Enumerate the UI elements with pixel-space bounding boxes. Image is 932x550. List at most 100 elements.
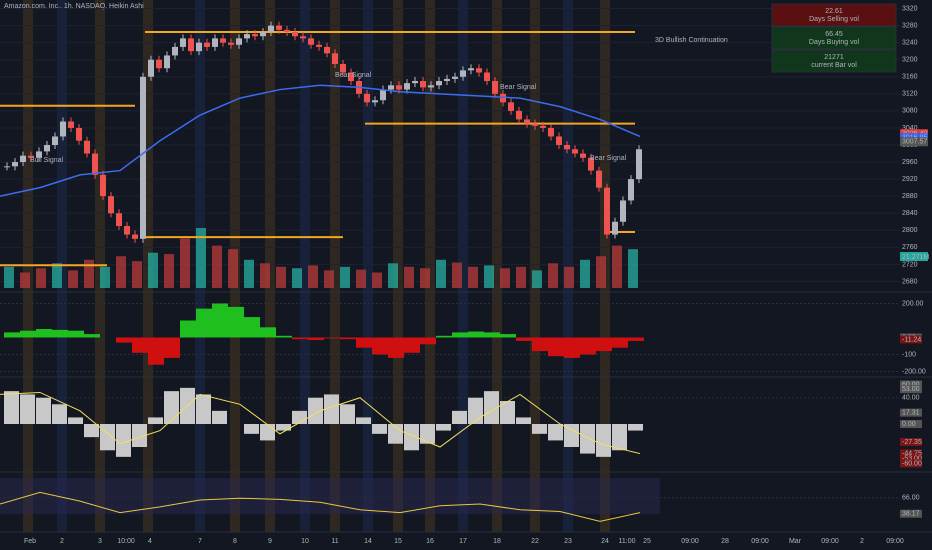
x-tick-label: 25 bbox=[643, 538, 651, 545]
candle bbox=[156, 59, 162, 69]
candle bbox=[28, 155, 34, 158]
candle bbox=[300, 36, 306, 39]
candle bbox=[196, 42, 202, 52]
x-tick-label: 24 bbox=[601, 538, 609, 545]
x-tick-label: 10:00 bbox=[117, 538, 135, 545]
volume-bar bbox=[516, 266, 526, 288]
volume-bar bbox=[292, 268, 302, 288]
x-tick-label: 09:00 bbox=[751, 538, 769, 545]
candle bbox=[12, 162, 18, 167]
session-stripe bbox=[300, 0, 310, 532]
candle bbox=[500, 93, 506, 103]
x-tick-label: 15 bbox=[394, 538, 402, 545]
volume-bar bbox=[420, 268, 430, 288]
annotation: Bear Signal bbox=[500, 84, 537, 91]
x-tick-label: 09:00 bbox=[821, 538, 839, 545]
volume-bar bbox=[116, 256, 126, 288]
info-label: Days Selling vol bbox=[809, 16, 859, 23]
info-label: current Bar vol bbox=[811, 62, 857, 69]
volume-bar bbox=[580, 259, 590, 288]
session-stripe bbox=[530, 0, 540, 532]
x-tick-label: 09:00 bbox=[886, 538, 904, 545]
y-tick-label: 3240 bbox=[902, 39, 918, 46]
candle bbox=[380, 89, 386, 101]
candle bbox=[172, 46, 178, 56]
histogram-bar bbox=[292, 410, 307, 424]
x-tick-label: 3 bbox=[98, 538, 102, 545]
histogram-bar bbox=[580, 424, 595, 454]
axis-tag: -53.00 bbox=[902, 456, 922, 463]
volume-bar bbox=[564, 266, 574, 288]
volume-bar bbox=[404, 266, 414, 288]
histogram-bar bbox=[484, 332, 500, 338]
y-tick-label: 3120 bbox=[902, 91, 918, 98]
histogram-bar bbox=[388, 424, 403, 444]
candle bbox=[292, 31, 298, 37]
histogram-bar bbox=[276, 424, 291, 431]
histogram-bar bbox=[68, 330, 84, 338]
histogram-bar bbox=[52, 404, 67, 424]
candle bbox=[516, 110, 522, 120]
histogram-bar bbox=[228, 306, 244, 338]
candle bbox=[596, 170, 602, 188]
histogram-bar bbox=[68, 417, 83, 424]
candle bbox=[492, 81, 498, 94]
candle bbox=[340, 63, 346, 73]
info-panel bbox=[771, 26, 897, 50]
band bbox=[0, 478, 660, 514]
volume-bar bbox=[596, 256, 606, 288]
x-tick-label: 18 bbox=[493, 538, 501, 545]
candle bbox=[132, 234, 138, 239]
candle bbox=[4, 166, 10, 168]
y-tick-label: 2840 bbox=[902, 210, 918, 217]
volume-bar bbox=[100, 266, 110, 288]
annotation: Bear Signal bbox=[590, 155, 627, 162]
x-tick-label: 10 bbox=[301, 538, 309, 545]
candle bbox=[620, 200, 626, 222]
y-tick-label: 66.00 bbox=[902, 494, 920, 501]
histogram-bar bbox=[564, 424, 579, 447]
candle bbox=[324, 46, 330, 54]
y-tick-label: 40.00 bbox=[902, 395, 920, 402]
axis-tag: 17.31 bbox=[902, 409, 920, 416]
histogram-bar bbox=[276, 335, 292, 338]
histogram-bar bbox=[164, 391, 179, 424]
histogram-bar bbox=[500, 334, 516, 338]
volume-bar bbox=[164, 254, 174, 288]
volume-bar bbox=[628, 249, 638, 288]
y-tick-label: 2680 bbox=[902, 278, 918, 285]
histogram-bar bbox=[436, 335, 452, 338]
candle bbox=[364, 93, 370, 103]
volume-bar bbox=[372, 272, 382, 288]
volume-bar bbox=[52, 263, 62, 288]
histogram-bar bbox=[340, 404, 355, 424]
volume-bar bbox=[452, 262, 462, 288]
candle bbox=[348, 72, 354, 82]
volume-bar bbox=[612, 245, 622, 288]
axis-tag-bg bbox=[900, 449, 922, 458]
y-tick-label: 2760 bbox=[902, 244, 918, 251]
histogram-bar bbox=[564, 337, 580, 358]
volume-bar bbox=[148, 252, 158, 288]
candle bbox=[20, 155, 26, 163]
histogram-bar bbox=[388, 337, 404, 358]
x-tick-label: 7 bbox=[198, 538, 202, 545]
x-tick-label: Feb bbox=[24, 538, 36, 545]
y-tick-label: 2920 bbox=[902, 176, 918, 183]
x-tick-label: 2 bbox=[60, 538, 64, 545]
volume-bar bbox=[388, 263, 398, 288]
candle bbox=[188, 38, 194, 52]
volume-bar bbox=[548, 263, 558, 288]
histogram-bar bbox=[196, 308, 212, 338]
histogram-bar bbox=[292, 337, 308, 340]
y-tick-label: 2800 bbox=[902, 227, 918, 234]
histogram-bar bbox=[516, 417, 531, 424]
x-tick-label: 9 bbox=[268, 538, 272, 545]
candle bbox=[228, 42, 234, 45]
candle bbox=[372, 100, 378, 103]
candle bbox=[260, 31, 266, 37]
histogram-bar bbox=[84, 334, 100, 338]
candle bbox=[556, 136, 562, 145]
histogram-bar bbox=[308, 337, 324, 341]
candle bbox=[244, 34, 250, 39]
